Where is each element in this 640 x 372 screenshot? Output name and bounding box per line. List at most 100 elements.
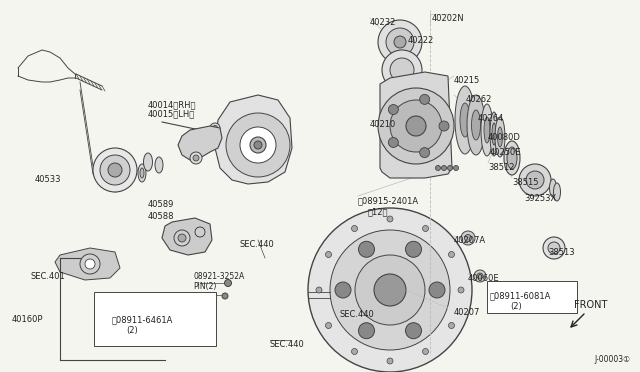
Circle shape	[178, 234, 186, 242]
Text: 38512: 38512	[488, 163, 515, 172]
Circle shape	[190, 152, 202, 164]
Text: 40014〈RH〉: 40014〈RH〉	[148, 100, 196, 109]
Polygon shape	[162, 218, 212, 255]
FancyBboxPatch shape	[94, 292, 216, 346]
Circle shape	[519, 164, 551, 196]
Ellipse shape	[495, 117, 505, 157]
Circle shape	[442, 166, 447, 170]
Circle shape	[449, 251, 454, 257]
Ellipse shape	[481, 104, 493, 156]
Text: 40264: 40264	[478, 114, 504, 123]
Text: (2): (2)	[126, 326, 138, 335]
Text: 40589: 40589	[148, 200, 174, 209]
Text: 40215: 40215	[454, 76, 480, 85]
Circle shape	[210, 123, 220, 133]
Text: 40262: 40262	[466, 95, 492, 104]
Text: 40588: 40588	[148, 212, 175, 221]
Circle shape	[422, 225, 429, 231]
Circle shape	[308, 208, 472, 372]
Text: ⓝ08915-2401A: ⓝ08915-2401A	[358, 196, 419, 205]
Text: 40015〈LH〉: 40015〈LH〉	[148, 109, 195, 118]
Polygon shape	[178, 126, 222, 160]
Text: 40207: 40207	[454, 308, 481, 317]
Text: J-00003①: J-00003①	[594, 355, 630, 364]
Circle shape	[212, 125, 218, 131]
Circle shape	[465, 234, 472, 241]
Polygon shape	[380, 72, 452, 178]
Ellipse shape	[507, 147, 517, 169]
Ellipse shape	[490, 112, 498, 156]
Text: SEC.440: SEC.440	[340, 310, 375, 319]
Circle shape	[250, 137, 266, 153]
Circle shape	[474, 270, 486, 282]
Circle shape	[351, 225, 358, 231]
Circle shape	[477, 273, 483, 279]
Circle shape	[387, 216, 393, 222]
Circle shape	[406, 323, 422, 339]
Circle shape	[388, 105, 398, 115]
Ellipse shape	[554, 183, 561, 201]
Text: 40202N: 40202N	[432, 14, 465, 23]
Circle shape	[526, 171, 544, 189]
Circle shape	[85, 259, 95, 269]
Circle shape	[378, 20, 422, 64]
Circle shape	[406, 116, 426, 136]
Circle shape	[193, 155, 199, 161]
Circle shape	[406, 241, 422, 257]
Circle shape	[326, 323, 332, 328]
Text: 39253X: 39253X	[524, 194, 556, 203]
Ellipse shape	[492, 123, 496, 145]
Text: 40210: 40210	[370, 120, 396, 129]
Circle shape	[108, 163, 122, 177]
Circle shape	[387, 358, 393, 364]
Polygon shape	[215, 95, 292, 184]
Circle shape	[326, 251, 332, 257]
Ellipse shape	[504, 141, 520, 175]
Circle shape	[93, 148, 137, 192]
Text: 40207A: 40207A	[454, 236, 486, 245]
Circle shape	[316, 287, 322, 293]
Text: FRONT: FRONT	[574, 300, 607, 310]
Text: 38515: 38515	[512, 178, 538, 187]
Text: PIN(2): PIN(2)	[193, 282, 216, 291]
Circle shape	[461, 231, 475, 245]
Circle shape	[435, 166, 440, 170]
Circle shape	[543, 237, 565, 259]
FancyBboxPatch shape	[487, 281, 577, 313]
Text: 40232: 40232	[370, 18, 396, 27]
Circle shape	[351, 349, 358, 355]
Text: 40060E: 40060E	[468, 274, 500, 283]
Text: 40080D: 40080D	[488, 133, 521, 142]
Text: 〈12〉: 〈12〉	[368, 207, 388, 216]
Text: 38513: 38513	[548, 248, 575, 257]
Circle shape	[388, 138, 398, 147]
Circle shape	[222, 293, 228, 299]
Circle shape	[382, 50, 422, 90]
Ellipse shape	[484, 117, 490, 143]
Circle shape	[100, 155, 130, 185]
Text: 40160P: 40160P	[12, 315, 44, 324]
Ellipse shape	[467, 95, 485, 155]
Text: 40222: 40222	[408, 36, 435, 45]
Text: 40533: 40533	[35, 175, 61, 184]
Circle shape	[240, 127, 276, 163]
Circle shape	[420, 94, 429, 105]
Circle shape	[422, 349, 429, 355]
Circle shape	[439, 121, 449, 131]
Circle shape	[429, 282, 445, 298]
Circle shape	[358, 241, 374, 257]
Text: SEC.401: SEC.401	[30, 272, 65, 281]
Circle shape	[449, 323, 454, 328]
Circle shape	[225, 279, 232, 286]
Circle shape	[394, 36, 406, 48]
Text: (2): (2)	[510, 302, 522, 311]
Ellipse shape	[455, 86, 475, 154]
Circle shape	[458, 287, 464, 293]
Text: SEC.440: SEC.440	[240, 240, 275, 249]
Circle shape	[335, 282, 351, 298]
Circle shape	[355, 255, 425, 325]
Circle shape	[358, 323, 374, 339]
Text: ⓝ08911-6081A: ⓝ08911-6081A	[490, 291, 552, 300]
Text: 08921-3252A: 08921-3252A	[193, 272, 244, 281]
Ellipse shape	[140, 168, 144, 178]
